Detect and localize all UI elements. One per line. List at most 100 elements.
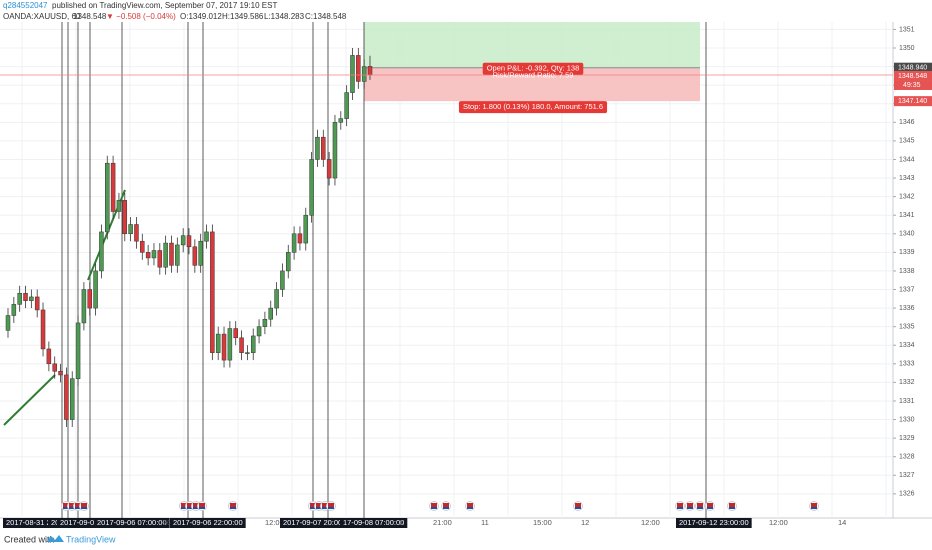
candle-body: [204, 231, 209, 242]
event-flag: [328, 503, 334, 507]
candle-body: [303, 214, 309, 244]
candle-body: [163, 242, 168, 268]
candle-body: [157, 250, 163, 268]
candle-body: [11, 304, 17, 316]
time-label-text: 21:00: [433, 518, 452, 527]
candle-body: [81, 289, 87, 324]
event-flag: [467, 507, 473, 509]
time-label-text: 12:00: [769, 518, 788, 527]
ohlc-high: H:1349.586: [222, 12, 264, 21]
profit-zone: [364, 22, 700, 68]
time-label: 12: [581, 518, 589, 527]
time-label: 12:00: [265, 518, 284, 527]
event-flag: [697, 503, 703, 507]
candle-body: [140, 240, 145, 253]
candle-body: [291, 233, 297, 253]
candle-body: [29, 296, 34, 301]
y-tick-label: 1330: [899, 416, 915, 423]
time-label-text: 2017-09-0: [60, 518, 94, 527]
event-flag: [63, 503, 69, 507]
time-label-text: 12: [581, 518, 589, 527]
y-tick-label: 1341: [899, 212, 915, 219]
event-flag: [187, 507, 193, 509]
candle-body: [99, 231, 104, 272]
event-flag: [75, 507, 81, 509]
event-flag: [677, 507, 683, 509]
time-label-box: [48, 518, 63, 528]
candle-body: [233, 328, 238, 339]
candle-body: [34, 296, 40, 311]
user-name[interactable]: q284552047: [3, 1, 48, 10]
event-flag: [729, 503, 735, 507]
y-tick-label: 1331: [899, 398, 915, 405]
candle-body: [256, 326, 262, 337]
candle-body: [180, 235, 186, 246]
time-label-text: 2017-09-07 20:00:00: [283, 518, 353, 527]
candle-body: [128, 224, 133, 235]
event-flag: [181, 503, 187, 507]
event-flag: [199, 507, 205, 509]
candle-body: [297, 233, 303, 244]
brand[interactable]: TradingView: [66, 534, 116, 544]
plot-area: [0, 22, 893, 518]
time-label-text: 11: [481, 518, 489, 527]
label-box: [458, 101, 608, 114]
event-flag: [310, 503, 316, 507]
y-tick-label: 1342: [899, 193, 915, 200]
event-flag: [443, 503, 449, 507]
y-tick-label: 1329: [899, 435, 915, 442]
event-flag: [467, 503, 473, 507]
label-text: Open P&L: -0.392, Qty: 138: [487, 64, 580, 73]
event-flag: [310, 507, 316, 509]
candle-body: [5, 315, 11, 331]
position-label: Open P&L: -0.392, Qty: 138: [482, 62, 584, 75]
time-label: 3: [399, 518, 403, 527]
event-flag: [230, 507, 236, 509]
time-label: 21:00: [433, 518, 452, 527]
y-tick-label: 1346: [899, 119, 915, 126]
candle-body: [175, 244, 180, 266]
y-tick-label: 1332: [899, 379, 915, 386]
y-tick-label: 1344: [899, 156, 915, 163]
candle-body: [338, 118, 344, 123]
candle-body: [69, 378, 75, 420]
candle-body: [58, 370, 63, 376]
position-label: Stop: 1.800 (0.13%) 180.0, Amount: 751.6: [458, 101, 608, 114]
header: q284552047 published on TradingView.com,…: [3, 1, 347, 21]
y-tick-label: 1351: [899, 26, 915, 33]
time-label-box: [676, 518, 752, 528]
time-label-text: 12:00: [641, 518, 660, 527]
y-tick-label: 1326: [899, 491, 915, 498]
candle-body: [367, 66, 373, 76]
y-tick-label: 1339: [899, 249, 915, 256]
event-flag: [187, 503, 193, 507]
candle-body: [122, 200, 128, 235]
event-flag: [328, 507, 334, 509]
price-label: 1348.548: [898, 73, 927, 80]
candle-body: [274, 289, 279, 309]
time-label-box: [3, 518, 58, 528]
ohlc-open: O:1349.012: [180, 12, 222, 21]
event-flag: [677, 503, 683, 507]
change: ▼ −0.508 (−0.04%): [106, 12, 176, 21]
y-tick-label: 1340: [899, 231, 915, 238]
event-flag: [431, 503, 437, 507]
time-label-text: 2017-09-06 22:00:00: [173, 518, 243, 527]
time-label-text: 3: [399, 518, 403, 527]
candle-body: [186, 235, 192, 248]
candle-body: [356, 55, 361, 82]
y-tick-label: 1350: [899, 45, 915, 52]
y-tick-label: 1335: [899, 324, 915, 331]
candle-body: [350, 55, 355, 93]
time-label-box: [94, 518, 170, 528]
time-label: 12:00: [769, 518, 788, 527]
candle-body: [17, 292, 22, 305]
time-label-text: 2017-09-12 23:00:00: [679, 518, 749, 527]
event-flag: [322, 503, 328, 507]
time-label: 2017-09-06 07:00:00: [94, 518, 170, 528]
event-flag: [63, 507, 69, 509]
candle-body: [326, 159, 332, 179]
candle-body: [309, 159, 314, 216]
price-label-box: [894, 70, 932, 81]
